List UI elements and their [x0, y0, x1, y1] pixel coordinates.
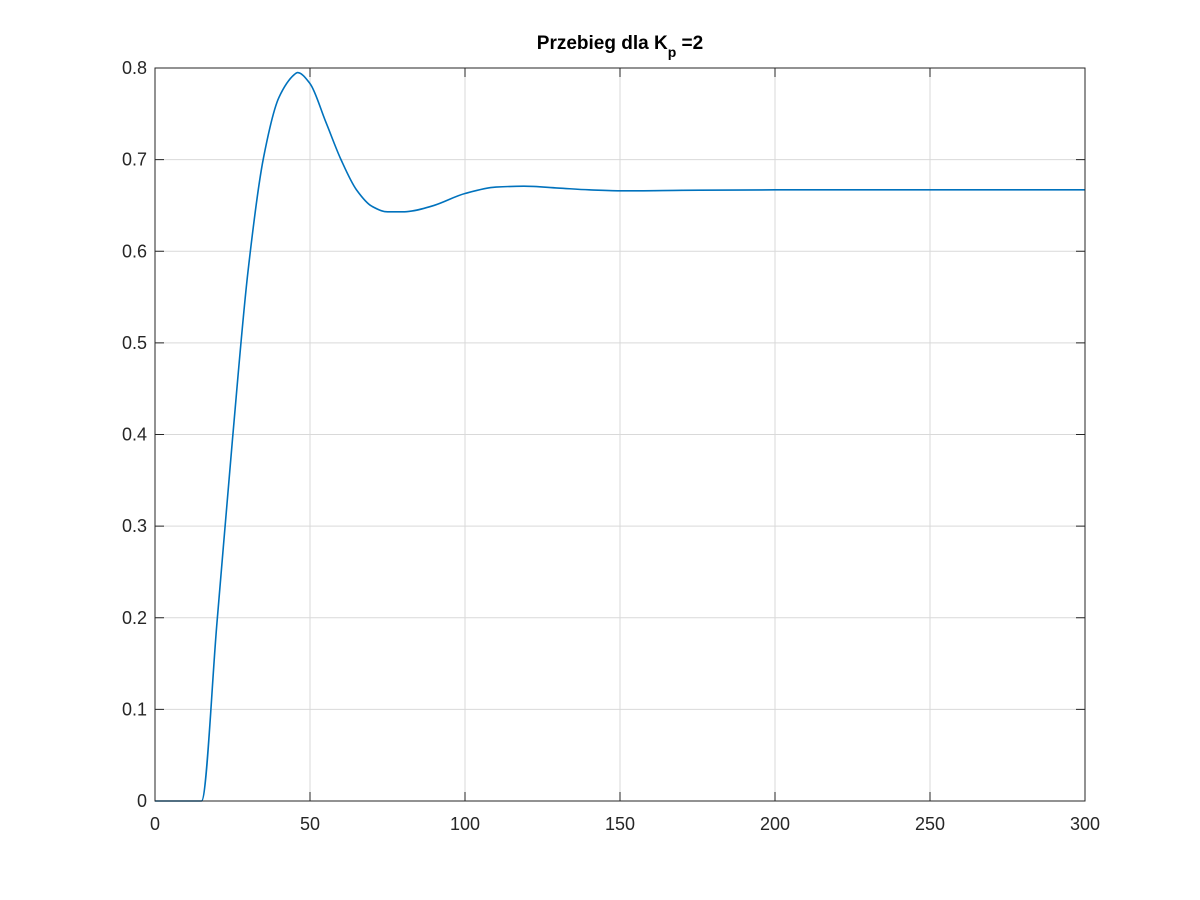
y-tick-label: 0.2: [122, 608, 147, 628]
grid-lines: [154, 67, 1086, 802]
tick-labels: 0 50 100 150 200 250 300 0 0.1 0.2 0.3 0.4 0.5 0.6 0.7…: [122, 58, 1100, 834]
data-layer: [154, 71, 1085, 802]
x-tick-label: 50: [300, 814, 320, 834]
y-tick-label: 0.3: [122, 516, 147, 536]
y-tick-label: 0.8: [122, 58, 147, 78]
y-tick-label: 0.7: [122, 150, 147, 170]
chart-title: Przebieg dla Kp =2: [537, 33, 703, 60]
y-tick-label: 0.5: [122, 333, 147, 353]
chart-title-main: Przebieg dla K: [537, 33, 668, 54]
x-tick-label: 100: [450, 814, 480, 834]
y-tick-label: 0.1: [122, 699, 147, 719]
x-tick-label: 0: [150, 814, 160, 834]
x-tick-label: 250: [915, 814, 945, 834]
x-tick-label: 300: [1070, 814, 1100, 834]
y-tick-label: 0.4: [122, 425, 147, 445]
chart-title-suffix: =2: [676, 33, 703, 54]
series-line: [154, 71, 1085, 802]
tick-marks: [154, 67, 1086, 802]
x-tick-label: 150: [605, 814, 635, 834]
y-tick-label: 0.6: [122, 241, 147, 261]
x-tick-label: 200: [760, 814, 790, 834]
chart-title-subscript: p: [668, 44, 677, 60]
y-tick-label: 0: [137, 791, 147, 811]
